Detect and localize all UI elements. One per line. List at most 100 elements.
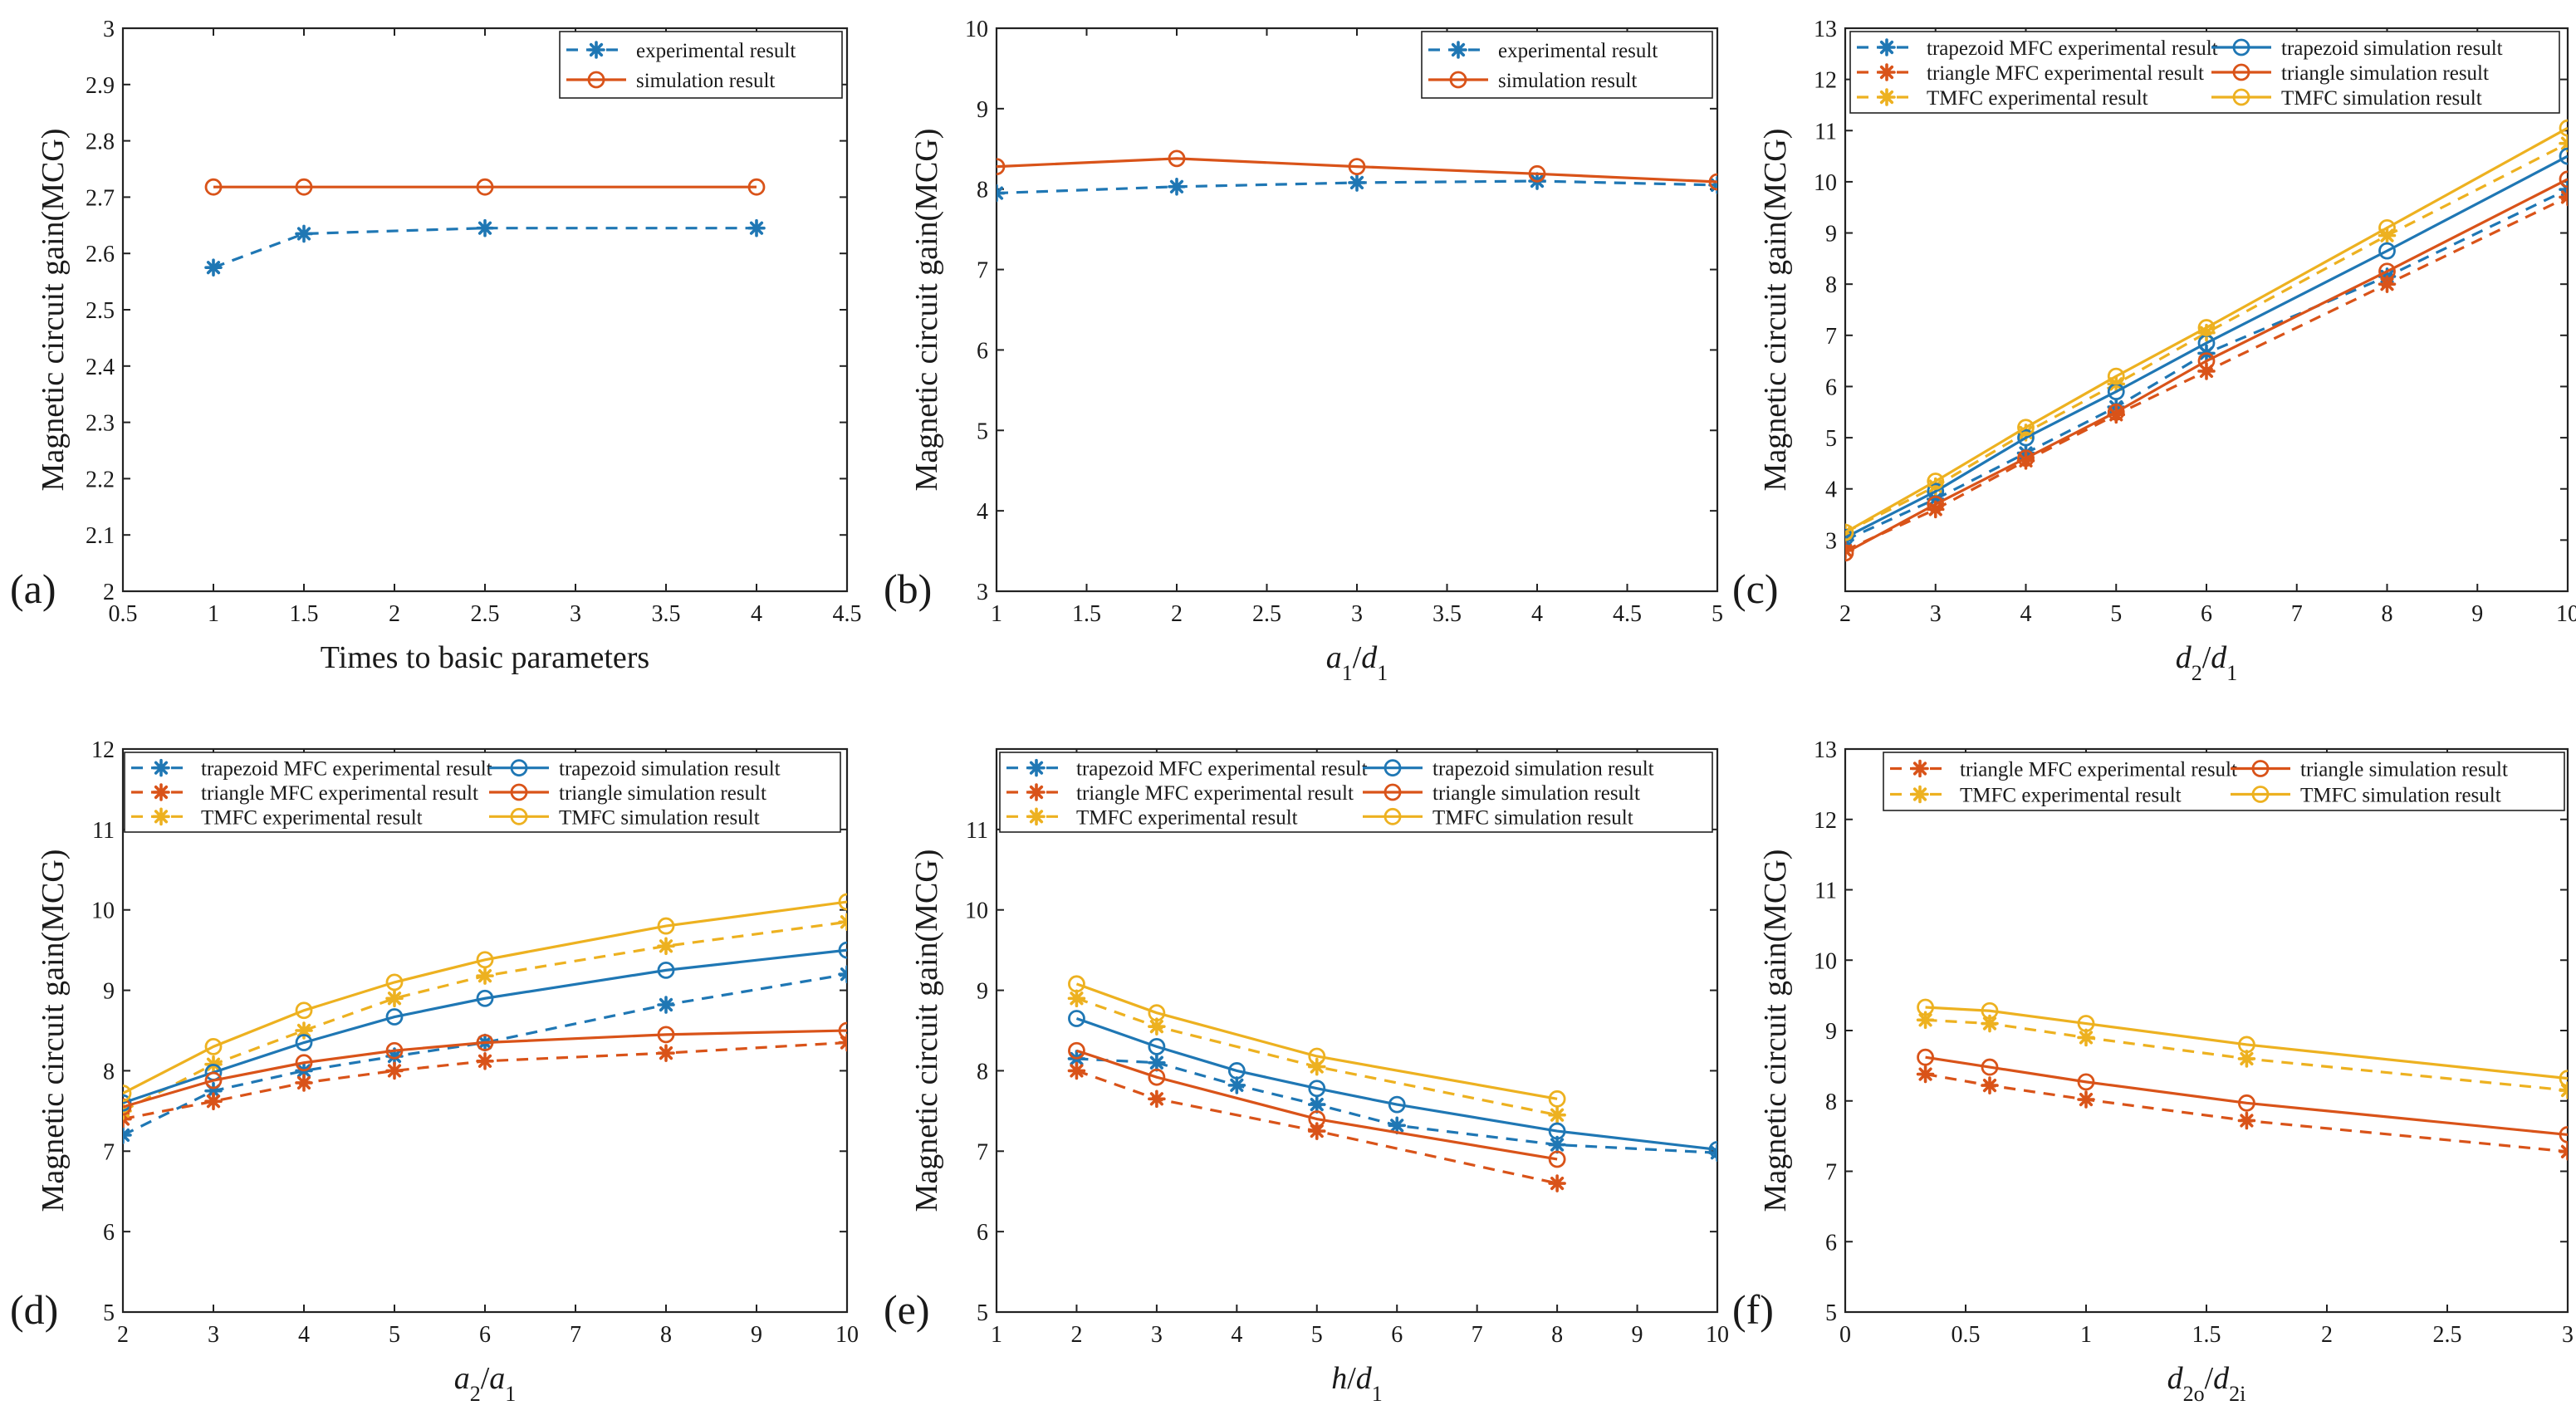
legend-label: trapezoid MFC experimental result — [1927, 37, 2218, 60]
data-point-circle — [1917, 1048, 1934, 1066]
data-point-circle — [1548, 1150, 1566, 1168]
data-point-circle — [2559, 1070, 2568, 1088]
data-point-star — [1548, 1174, 1566, 1192]
x-tick-label: 0 — [1839, 1322, 1851, 1348]
legend-label: TMFC simulation result — [559, 806, 760, 829]
data-point-circle — [1981, 1058, 1999, 1076]
data-point-circle — [1148, 1004, 1166, 1022]
data-point-circle — [1168, 149, 1186, 168]
data-point-circle — [2107, 367, 2125, 385]
legend-item: trapezoid MFC experimental result — [1857, 37, 2218, 60]
y-tick-label: 5 — [977, 419, 988, 444]
legend-item: trapezoid simulation result — [489, 758, 781, 781]
data-point-circle — [657, 961, 675, 979]
legend-marker — [587, 71, 605, 89]
x-axis-label: d2o/d2i — [2167, 1361, 2246, 1406]
data-point-circle — [997, 158, 1006, 175]
x-tick-label: 1.5 — [2192, 1322, 2221, 1348]
data-point-circle — [1845, 528, 1854, 546]
data-point-circle — [838, 941, 847, 959]
legend-label: experimental result — [636, 40, 796, 62]
legend: experimental result simulation result — [1421, 31, 1713, 99]
series-2 — [1067, 1061, 1566, 1192]
data-point-star — [1307, 1095, 1326, 1114]
data-point-circle — [1708, 173, 1717, 191]
data-point-circle — [295, 178, 313, 196]
y-tick-label: 8 — [1825, 1089, 1837, 1115]
data-point-star — [747, 218, 766, 237]
data-point-circle — [2238, 1036, 2255, 1054]
data-point-star — [2559, 1142, 2568, 1161]
data-point-star — [1548, 1105, 1566, 1124]
series-1 — [1916, 1065, 2568, 1161]
legend-marker — [152, 783, 170, 801]
y-tick-label: 9 — [1825, 1019, 1837, 1045]
legend-label: TMFC experimental result — [1076, 806, 1298, 829]
series-line — [1845, 126, 2568, 534]
y-tick-label: 10 — [965, 899, 988, 924]
data-point-circle — [2378, 218, 2396, 237]
x-tick-label: 2.5 — [2433, 1322, 2462, 1348]
x-tick-label: 4.5 — [833, 601, 862, 627]
y-axis-label: Magnetic circuit gain(MCG) — [1758, 129, 1793, 492]
data-point-circle — [2238, 1094, 2255, 1112]
legend-marker — [1383, 783, 1402, 801]
data-point-circle — [2107, 403, 2125, 421]
data-point-circle — [1068, 1041, 1085, 1060]
legend-marker — [510, 783, 528, 801]
y-tick-label: 7 — [103, 1139, 115, 1165]
legend-label: TMFC simulation result — [2281, 87, 2482, 110]
legend-label: triangle MFC experimental result — [1076, 782, 1354, 805]
x-tick-label: 2 — [2321, 1322, 2333, 1348]
data-point-star — [2107, 405, 2126, 424]
data-point-circle — [385, 973, 404, 992]
data-point-circle — [1308, 1110, 1326, 1128]
y-tick-label: 5 — [977, 1300, 988, 1326]
y-axis-label: Magnetic circuit gain(MCG) — [36, 129, 71, 492]
x-axis-label: a2/a1 — [454, 1361, 517, 1406]
data-point-circle — [2559, 147, 2568, 165]
x-tick-label: 2.5 — [471, 601, 500, 627]
legend-marker — [510, 759, 528, 777]
x-tick-label: 6 — [479, 1322, 491, 1348]
x-axis-label: Times to basic parameters — [321, 640, 649, 675]
x-tick-label: 6 — [1391, 1322, 1403, 1348]
x-tick-label: 7 — [1472, 1322, 1483, 1348]
data-point-circle — [2017, 419, 2035, 437]
y-axis-label: Magnetic circuit gain(MCG) — [909, 850, 944, 1212]
data-point-star — [295, 1074, 313, 1092]
data-point-circle — [838, 1021, 847, 1040]
y-tick-label: 3 — [977, 580, 988, 605]
legend: triangle MFC experimental result TMFC exp… — [1883, 752, 2565, 811]
data-point-circle — [1528, 164, 1546, 183]
x-tick-label: 3.5 — [652, 601, 681, 627]
data-point-circle — [1148, 1068, 1166, 1086]
y-tick-label: 13 — [1814, 737, 1837, 763]
data-point-circle — [1148, 1037, 1166, 1055]
data-point-circle — [204, 1037, 223, 1055]
axes-frame — [995, 27, 1719, 593]
data-point-star — [1067, 1061, 1086, 1080]
series-line — [1925, 1006, 2568, 1080]
data-point-circle — [1927, 495, 1945, 513]
legend-label: TMFC experimental result — [1927, 87, 2148, 110]
data-point-circle — [2559, 1126, 2568, 1143]
data-point-star — [2197, 362, 2216, 380]
legend-box — [1421, 31, 1713, 99]
legend-label: TMFC experimental result — [1960, 785, 2182, 807]
data-point-circle — [1548, 1122, 1566, 1140]
y-tick-label: 6 — [103, 1220, 115, 1246]
series-2 — [1916, 1011, 2568, 1099]
series-2 — [1845, 188, 2568, 560]
data-point-star — [476, 967, 494, 985]
series-6 — [1068, 975, 1566, 1108]
series-line — [1845, 154, 2568, 539]
series-3 — [1845, 134, 2568, 541]
y-tick-label: 11 — [1814, 879, 1837, 904]
x-tick-label: 1 — [208, 601, 219, 627]
series-6 — [1845, 119, 2568, 541]
series-line — [1925, 1055, 2568, 1137]
axes-frame — [1844, 747, 2569, 1314]
y-tick-label: 2.9 — [86, 73, 115, 99]
legend-marker — [152, 807, 170, 826]
